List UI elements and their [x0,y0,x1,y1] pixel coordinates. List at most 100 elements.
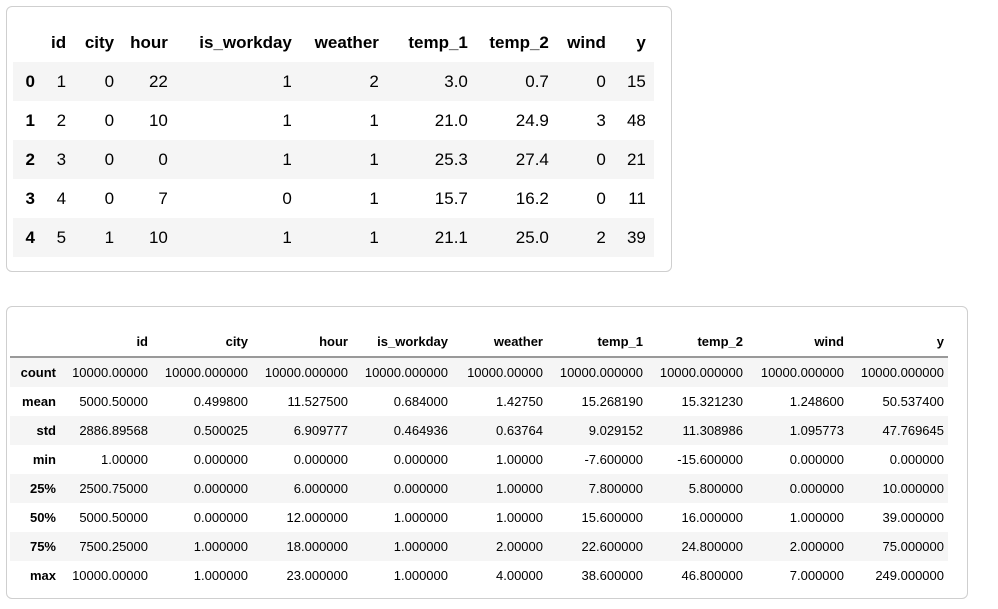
table-cell: 0.000000 [293,452,348,467]
table-cell: 25.3 [434,149,468,169]
table-row: 75% 7500.25000 1.000000 18.000000 1.000000 2.… [10,532,948,561]
column-header: weather [452,326,547,358]
table-cell: 0.464936 [393,423,448,438]
table-row: 3 4 0 7 0 1 15.7 16.2 0 11 [13,179,654,218]
table-row: min 1.00000 0.000000 0.000000 0.000000 1.0000… [10,445,948,474]
table-cell: 21 [626,149,646,169]
table-cell: 46.800000 [681,568,743,583]
table-cell: 0 [282,188,292,208]
table-row: count 10000.00000 10000.000000 10000.000000… [10,357,948,387]
table-cell: 3.0 [444,71,468,91]
table-cell: 10000.000000 [559,365,643,380]
table-cell: 0 [104,71,115,91]
table-cell: 1 [282,149,292,169]
table-cell: 6.000000 [293,481,348,496]
table-cell: 6.909777 [293,423,348,438]
column-header: y [848,326,948,358]
table-cell: 7 [158,188,168,208]
head-output-card [6,6,672,272]
row-index-label: 25% [29,481,56,496]
column-header: weather [314,32,379,52]
table-cell: 2500.75000 [79,481,148,496]
column-header: is_workday [199,32,292,52]
row-index-label: mean [22,394,56,409]
table-cell: 16.000000 [681,510,743,525]
table-cell: 50.537400 [882,394,944,409]
header-row: id city hour is_workday weather temp_1 t… [10,326,948,358]
table-cell: 1.000000 [193,568,248,583]
table-cell: 15 [626,71,646,91]
column-header: y [636,32,646,52]
table-cell: 15.321230 [681,394,743,409]
table-cell: 11.527500 [287,394,349,409]
column-header: hour [130,32,168,52]
table-row: std 2886.89568 0.500025 6.909777 0.464936 0.6… [10,416,948,445]
table-cell: 0.684000 [393,394,448,409]
table-cell: 22 [148,71,168,91]
table-cell: 12.000000 [286,510,348,525]
table-cell: 15.7 [434,188,468,208]
table-cell: 5000.50000 [79,510,148,525]
table-cell: 1 [369,227,379,247]
column-header: city [84,32,115,52]
row-index-label: 2 [25,149,35,169]
table-cell: 7.800000 [588,481,643,496]
table-cell: 24.800000 [681,539,743,554]
index-header [10,326,60,358]
row-index-label: 4 [25,227,35,247]
table-cell: 3 [56,149,67,169]
table-cell: 10000.00000 [72,568,148,583]
row-index-label: 75% [29,539,56,554]
table-cell: 7.000000 [789,568,844,583]
table-cell: 11 [628,188,646,208]
table-cell: 0.7 [525,71,549,91]
table-cell: 2 [596,227,606,247]
table-cell: 0.000000 [193,452,248,467]
table-cell: 0.000000 [393,452,448,467]
table-cell: 1.00000 [496,510,543,525]
table-row: 4 5 1 10 1 1 21.1 25.0 2 39 [13,218,654,257]
table-cell: 0 [596,188,606,208]
column-header: wind [747,326,848,358]
dataframe-head-table: id city hour is_workday weather temp_1 t… [13,23,654,257]
table-row: mean 5000.50000 0.499800 11.527500 0.684000 1… [10,387,948,416]
table-cell: 11.308986 [682,423,744,438]
table-cell: 0.000000 [193,510,248,525]
table-cell: 1 [369,188,379,208]
table-cell: 2 [369,71,379,91]
table-cell: 15.600000 [581,510,643,525]
table-cell: 10000.000000 [659,365,743,380]
table-cell: 21.1 [434,227,468,247]
row-index-label: max [29,568,56,583]
table-cell: 10000.000000 [760,365,844,380]
table-cell: 1.42750 [496,394,543,409]
table-cell: 1.00000 [101,452,148,467]
column-header: id [60,326,152,358]
table-row: 2 3 0 0 1 1 25.3 27.4 0 21 [13,140,654,179]
table-cell: 0 [104,149,115,169]
table-cell: 1 [369,110,379,130]
table-cell: 1.000000 [193,539,248,554]
column-header: city [152,326,252,358]
table-row: max 10000.00000 1.000000 23.000000 1.000000 4… [10,561,948,590]
table-cell: 0.499800 [193,394,248,409]
table-cell: 1 [282,110,292,130]
table-cell: 0 [596,71,606,91]
column-header: temp_1 [547,326,647,358]
row-index-label: 3 [25,188,35,208]
header-row: id city hour is_workday weather temp_1 t… [13,23,654,62]
table-cell: 10000.000000 [364,365,448,380]
dataframe-describe-table: id city hour is_workday weather temp_1 t… [10,326,948,590]
table-cell: 25.0 [515,227,549,247]
table-cell: 1 [282,71,292,91]
table-cell: 1.248600 [789,394,844,409]
table-cell: -15.600000 [677,452,743,467]
table-cell: 10000.00000 [467,365,543,380]
table-cell: 16.2 [515,188,549,208]
table-cell: 9.029152 [588,423,643,438]
table-cell: 1.000000 [393,539,448,554]
table-cell: 0.000000 [393,481,448,496]
column-header: temp_2 [489,32,549,52]
index-header [13,23,43,62]
table-row: 1 2 0 10 1 1 21.0 24.9 3 48 [13,101,654,140]
